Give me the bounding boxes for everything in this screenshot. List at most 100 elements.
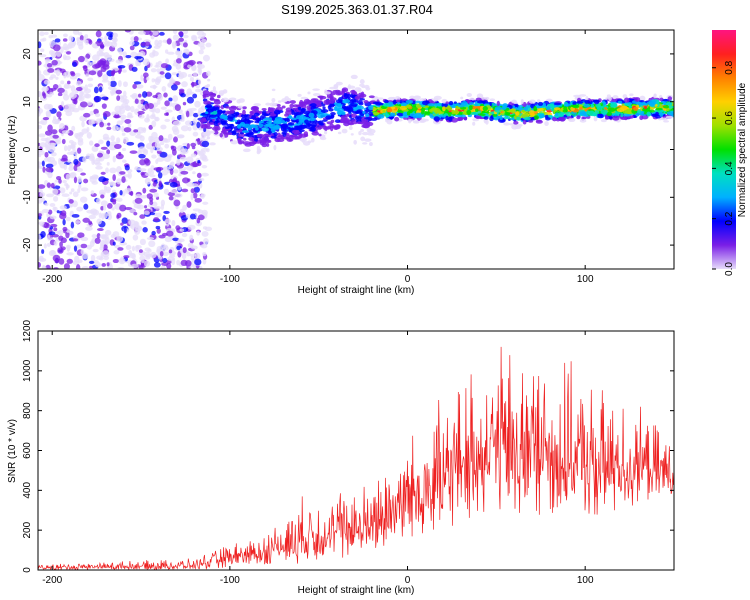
spectrogram-cell [40,230,46,238]
spectrogram-cell [92,64,100,69]
spectrogram-cell [328,108,334,112]
spectrogram-cell [102,153,110,160]
spectrogram-cell [359,83,365,87]
spectrogram-cell [121,125,125,133]
spectrogram-cell [62,43,68,51]
spectrogram-cell [122,81,128,88]
spectrogram-cell [334,119,341,124]
spectrogram-cell [320,109,329,113]
spectrogram-cell [46,193,55,198]
spectrogram-cell [65,110,73,117]
spectrogram-cell [157,172,163,179]
spectrogram-cell [68,35,74,42]
spectrogram-cell [56,111,62,118]
spectrogram-cell [66,252,74,256]
spectrogram-cell [77,232,85,239]
spectrogram-cell [126,141,135,146]
spectrogram-cell [209,107,216,112]
spectrogram-cell [226,123,234,127]
spectrogram-cell [620,116,628,120]
spectrogram-cell [163,244,168,249]
spectrogram-cell [100,251,104,258]
spectrogram-cell [196,61,203,65]
spectrogram-cell [72,99,77,104]
spectrogram-cell [41,160,45,167]
spectrogram-cell [191,146,196,150]
spectrogram-cell [49,215,57,220]
spectrogram-cell [382,109,386,113]
spectrogram-cell [133,203,142,209]
spectrogram-cell [86,209,95,214]
spectrogram-cell [337,131,342,135]
spectrogram-cell [116,166,122,174]
spectrogram-cell [251,106,258,111]
spectrogram-cell [100,200,108,207]
spectrogram-cell [201,209,208,216]
spectrogram-cell [151,201,158,207]
spectrogram-cell [289,100,296,104]
y-tick-label: 10 [22,96,33,108]
spectrogram-cell [190,161,198,168]
spectrogram-cell [448,100,454,106]
spectrogram-cell [105,41,113,47]
spectrogram-cell [341,104,346,110]
spectrogram-cell [213,98,220,102]
spectrogram-cell [123,226,127,234]
spectrogram-cell [190,153,197,158]
snr-y-label: SNR (10 * v/v) [7,419,18,483]
spectrogram-cell [219,132,223,138]
spectrogram-cell [537,101,544,106]
spectrogram-cell [60,101,65,107]
spectrogram-cell [170,145,177,152]
spectrogram-cell [38,74,45,81]
spectrogram-cell [461,100,468,107]
spectrogram-cell [98,212,103,219]
spectrogram-cell [45,110,51,117]
spectrogram-cell [250,124,259,129]
spectrogram-cell [140,195,148,199]
spectrogram-cell [511,117,515,121]
spectrogram-cell [178,31,184,37]
spectrogram-cell [116,127,122,131]
colorbar-tick-label: 0.0 [724,262,735,276]
spectrogram-cell [372,111,380,116]
spectrogram-cell [55,50,62,57]
spectrogram-cell [101,263,106,267]
spectrogram-cell [76,147,82,154]
spectrogram-cell [144,205,148,209]
spectrogram-cell [367,132,375,136]
spectrogram-cell [38,142,41,147]
spectrogram-cell [350,74,358,80]
spectrogram-cell [288,134,294,138]
spectrogram-cell [407,118,414,122]
spectrogram-cell [91,145,99,152]
spectrogram-cell [201,117,206,122]
spectrogram-cell [77,139,84,146]
spectrogram-cell [269,102,277,107]
spectrogram-cell [140,74,144,81]
spectrogram-cell [96,197,101,205]
spectrogram-cell [62,94,70,101]
spectrogram-cell [152,102,158,108]
spectrogram-cell [50,142,57,147]
spectrogram-cell [337,110,342,116]
spectrogram-cell [451,109,455,115]
spectrogram-cell [80,243,88,249]
spectrogram-cell [119,241,128,246]
spectrogram-cell [207,130,216,134]
spectrogram-cell [157,94,163,101]
spectrogram-cell [103,255,110,261]
spectrogram-cell [160,204,165,210]
spectrogram-cell [159,141,165,146]
spectrogram-cell [513,120,519,125]
spectrogram-cell [509,114,515,118]
spectrogram-cell [54,138,58,142]
spectrogram-cell [273,132,278,137]
spectrogram-cell [187,64,192,69]
spectrogram-cell [364,117,372,120]
spectrogram-cell [362,142,368,145]
spectrogram-cell [67,159,72,163]
spectrogram-cell [228,97,237,101]
spectrogram-cell [141,220,147,225]
spectrogram-cell [43,243,47,249]
